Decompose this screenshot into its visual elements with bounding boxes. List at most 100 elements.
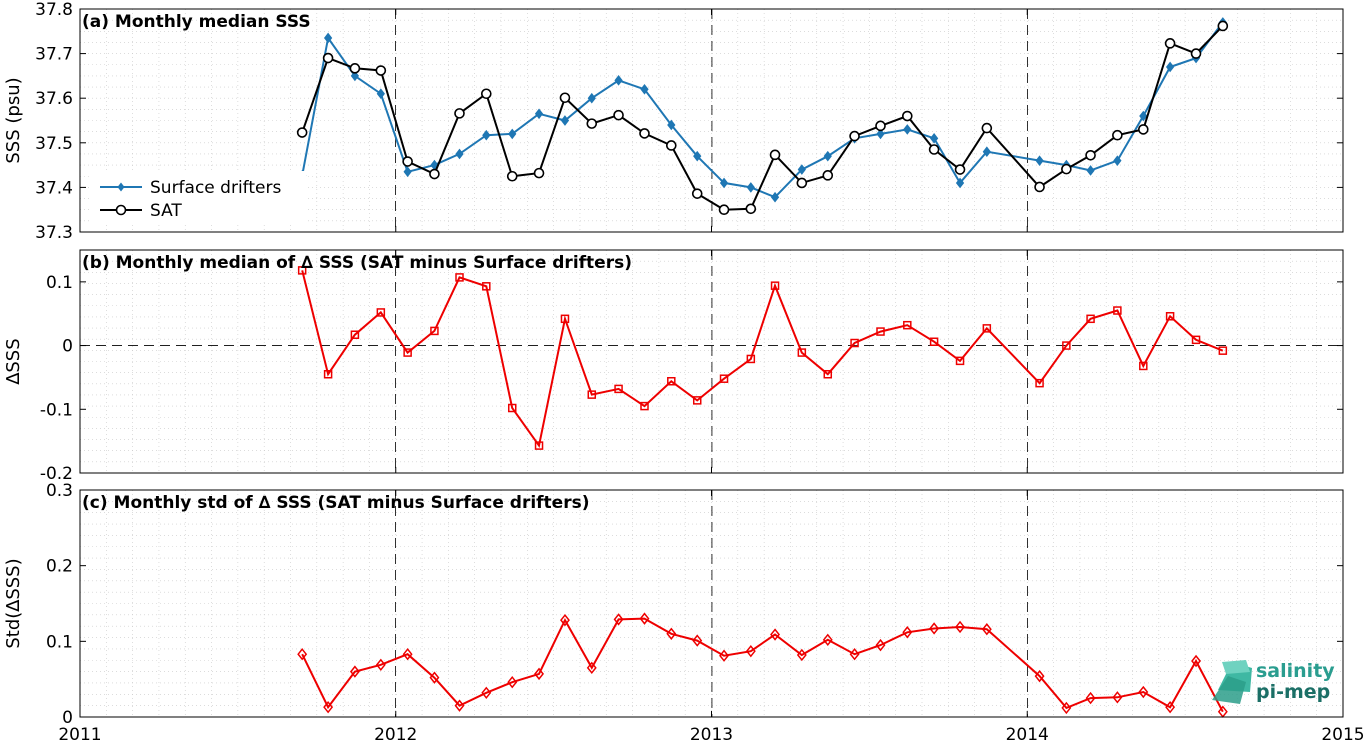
data-point (1062, 341, 1071, 350)
data-point (719, 374, 729, 383)
data-point (796, 177, 808, 189)
data-point (376, 308, 386, 317)
data-point (903, 320, 912, 330)
panel-2: -0.2 -0.1 0 0.1 ∆SSS (b) Monthly median of ∆ … (3, 249, 1344, 484)
data-point (1061, 701, 1072, 715)
data-point (614, 75, 623, 86)
data-point (1164, 38, 1176, 49)
data-point (403, 166, 412, 178)
data-point (1113, 306, 1122, 315)
x-tick-label: 2011 (58, 725, 101, 745)
panel-title: (a) Monthly median SSS (82, 12, 311, 32)
data-point (902, 626, 913, 639)
data-point (323, 700, 334, 714)
data-point (1035, 378, 1044, 388)
data-point (902, 110, 913, 122)
legend-entry: SAT (150, 201, 182, 221)
data-point (640, 83, 649, 95)
data-point (559, 92, 571, 104)
data-point (586, 118, 598, 129)
data-point (614, 384, 623, 394)
data-point (822, 170, 834, 181)
grid (80, 9, 1343, 232)
data-point (746, 182, 755, 193)
data-point (1165, 312, 1175, 321)
data-point (1138, 124, 1149, 135)
data-point (402, 647, 413, 661)
data-point (587, 390, 597, 399)
data-point (746, 354, 756, 364)
data-point (981, 623, 992, 636)
y-tick-label: 37.8 (35, 0, 73, 20)
panel-title: (b) Monthly median of ∆ SSS (SAT minus S… (82, 253, 632, 273)
series-delta (297, 266, 1228, 450)
y-tick-label: 37.6 (35, 89, 73, 109)
data-point (770, 628, 780, 641)
series-sat (296, 20, 1229, 215)
data-point (1112, 129, 1123, 141)
data-point (349, 63, 361, 74)
data-point (297, 647, 308, 661)
data-point (640, 401, 649, 411)
data-point (1034, 669, 1045, 683)
data-point (322, 52, 334, 64)
data-point (508, 128, 517, 140)
legend: Surface drifters SAT (90, 171, 306, 223)
logo-graphic (1212, 660, 1252, 704)
data-point (482, 282, 491, 291)
data-point (770, 191, 780, 203)
data-point (666, 140, 677, 151)
data-point (982, 324, 992, 333)
data-point (1165, 61, 1175, 73)
data-point (587, 92, 596, 104)
data-point (375, 65, 387, 76)
data-point (455, 148, 464, 160)
data-point (323, 369, 333, 379)
data-point (350, 330, 360, 339)
y-axis-label: ∆SSS (3, 338, 24, 385)
data-point (955, 620, 965, 634)
data-point (323, 32, 333, 44)
data-point (639, 612, 650, 625)
data-point (1217, 20, 1229, 32)
data-point (454, 108, 465, 119)
data-point (1218, 346, 1228, 355)
panel-3: 0 0.1 0.2 0.3 Std(∆SSS) (c) Monthly std of ∆ … (3, 481, 1344, 728)
data-point (796, 648, 807, 662)
data-point (929, 337, 939, 346)
plot-frame (79, 249, 1344, 474)
data-point (1139, 361, 1148, 371)
data-point (954, 164, 966, 175)
data-point (797, 164, 806, 175)
x-tick-label: 2012 (374, 725, 417, 745)
data-point (745, 644, 756, 658)
x-tick-label: 2014 (1006, 725, 1049, 745)
data-point (955, 356, 965, 366)
data-point (297, 266, 307, 275)
data-point (797, 348, 807, 357)
data-point (1086, 165, 1095, 176)
data-point (691, 188, 703, 199)
grid (80, 490, 1343, 717)
data-point (1085, 691, 1096, 705)
y-tick-label: 0.1 (46, 632, 73, 652)
data-point (507, 675, 518, 689)
data-point (823, 369, 833, 379)
data-point (667, 377, 676, 386)
data-point (482, 129, 491, 141)
y-axis: -0.2 -0.1 0 0.1 (40, 273, 1343, 484)
data-point (1112, 691, 1123, 704)
data-point (350, 70, 360, 82)
data-point (402, 156, 413, 167)
data-point (667, 119, 676, 131)
y-tick-label: 37.5 (35, 134, 73, 154)
data-point (875, 120, 886, 132)
data-point (430, 326, 439, 336)
data-point (1190, 48, 1202, 59)
data-point (1035, 155, 1044, 166)
data-point (481, 686, 492, 699)
y-tick-label: 37.4 (35, 178, 73, 198)
grid (80, 250, 1343, 473)
data-point (296, 127, 308, 138)
